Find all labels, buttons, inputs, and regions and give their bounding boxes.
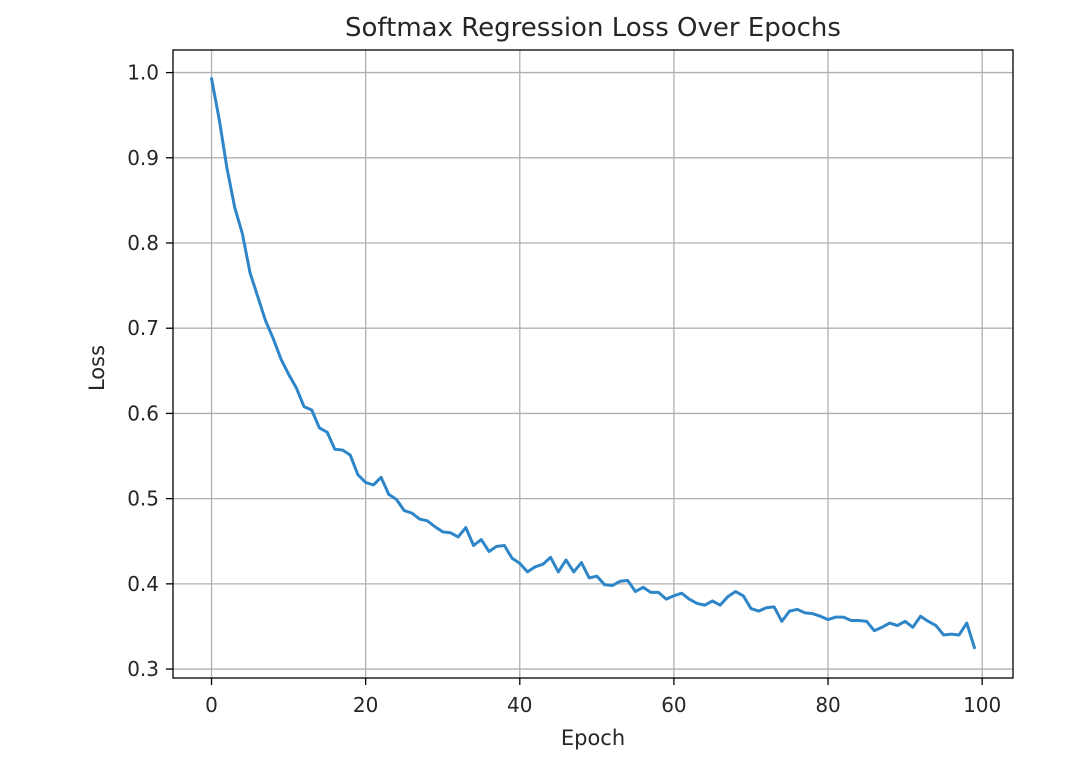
y-tick-label: 0.9 xyxy=(127,146,159,170)
y-tick-label: 0.3 xyxy=(127,657,159,681)
y-axis-label: Loss xyxy=(85,345,109,391)
chart-title: Softmax Regression Loss Over Epochs xyxy=(345,13,841,43)
x-axis-ticks: 0 20 40 60 80 100 xyxy=(205,678,1001,717)
x-tick-label: 60 xyxy=(661,693,686,717)
x-tick-label: 100 xyxy=(963,693,1001,717)
x-tick-label: 40 xyxy=(507,693,532,717)
x-tick-label: 0 xyxy=(205,693,218,717)
x-tick-label: 20 xyxy=(353,693,378,717)
y-tick-label: 1.0 xyxy=(127,61,159,85)
x-axis-label: Epoch xyxy=(561,726,625,750)
grid-lines xyxy=(173,50,1013,678)
plot-area-frame xyxy=(172,49,1014,679)
x-tick-label: 80 xyxy=(815,693,840,717)
y-tick-label: 0.8 xyxy=(127,231,159,255)
y-axis-ticks: 0.3 0.4 0.5 0.6 0.7 0.8 0.9 1.0 xyxy=(127,61,173,681)
loss-series-line xyxy=(210,77,976,650)
y-tick-label: 0.6 xyxy=(127,401,159,425)
y-tick-label: 0.4 xyxy=(127,572,159,596)
y-tick-label: 0.5 xyxy=(127,487,159,511)
y-tick-label: 0.7 xyxy=(127,316,159,340)
